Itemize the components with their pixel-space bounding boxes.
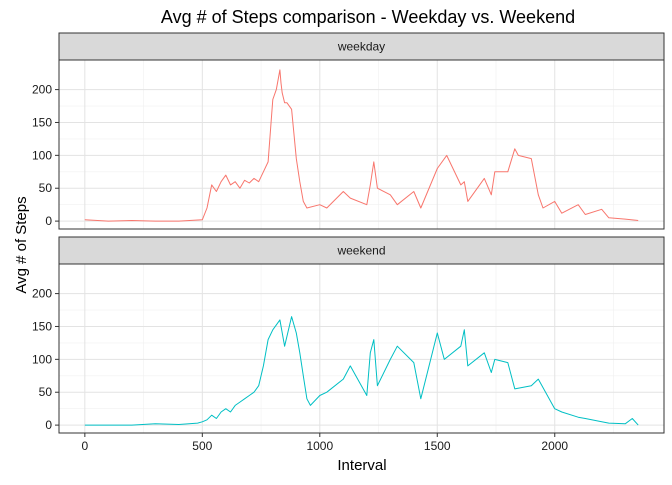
- facet-strip-label: weekend: [336, 244, 385, 258]
- panel-border: [58, 59, 665, 230]
- y-tick-label: 50: [39, 385, 53, 399]
- y-tick-label: 100: [32, 148, 52, 162]
- facet-panel-weekday: weekday 0 50 100 150 200: [32, 32, 665, 230]
- y-tick-label: 200: [32, 83, 52, 97]
- x-tick-label: 1500: [424, 439, 451, 453]
- y-tick-label: 0: [45, 214, 52, 228]
- facet-strip: [58, 32, 665, 61]
- chart-title: Avg # of Steps comparison - Weekday vs. …: [161, 7, 575, 27]
- x-tick-label: 0: [82, 439, 89, 453]
- y-tick-label: 0: [45, 418, 52, 432]
- facet-panels: weekday 0 50 100 150 200 weekend 0 50 100 150 200: [32, 32, 665, 434]
- x-axis-label: Interval: [337, 457, 386, 474]
- x-tick-label: 500: [192, 439, 212, 453]
- y-axis-label: Avg # of Steps: [13, 196, 30, 293]
- x-tick-label: 1000: [306, 439, 333, 453]
- y-tick-label: 50: [39, 181, 53, 195]
- x-axis: 0 500 1000 1500 2000: [82, 433, 568, 453]
- y-tick-label: 100: [32, 352, 52, 366]
- series-line-weekday: [84, 69, 639, 222]
- y-tick-label: 150: [32, 115, 52, 129]
- y-tick-label: 150: [32, 319, 52, 333]
- y-tick-label: 200: [32, 287, 52, 301]
- panel-border: [58, 263, 665, 434]
- facet-strip: [58, 236, 665, 265]
- panel-background: [59, 264, 664, 433]
- panel-background: [59, 60, 664, 229]
- facet-strip-label: weekday: [337, 40, 385, 54]
- x-tick-label: 2000: [541, 439, 568, 453]
- facet-panel-weekend: weekend 0 50 100 150 200: [32, 236, 665, 434]
- series-line-weekend: [84, 316, 639, 426]
